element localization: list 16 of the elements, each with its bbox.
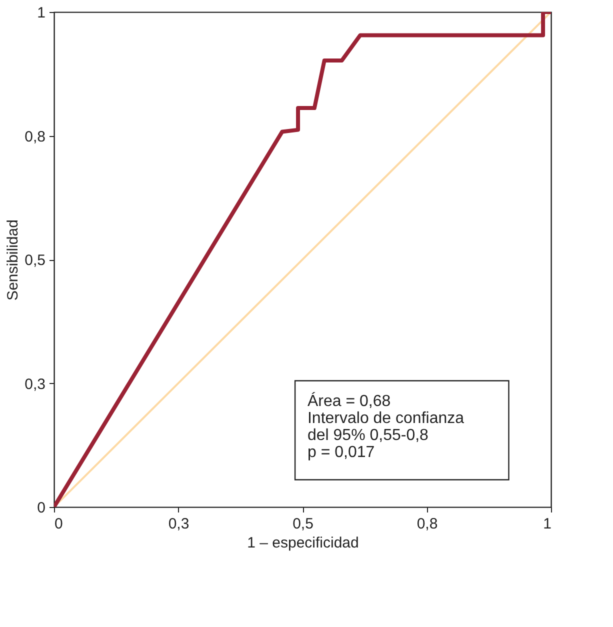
annotation: Área = 0,68	[307, 392, 391, 410]
y-tick-label: 0,3	[24, 376, 46, 393]
x-tick-label: 1	[543, 516, 552, 532]
y-tick-label: 0,8	[24, 128, 46, 146]
y-tick-label: 1	[37, 4, 46, 22]
y-tick-label: 0,5	[24, 252, 46, 269]
annotation: p = 0,017	[307, 444, 375, 462]
y-tick-label: 0	[37, 500, 46, 516]
x-tick-label: 0,3	[168, 516, 190, 532]
annotation: del 95% 0,55-0,8	[307, 427, 429, 444]
x-tick-label: 0,8	[416, 516, 438, 532]
x-tick-label: 0	[54, 516, 63, 532]
x-axis-title: 1 – especificidad	[247, 534, 359, 552]
annotation: Intervalo de confianza	[307, 410, 464, 428]
x-tick-label: 0,5	[292, 516, 314, 532]
y-axis-title: Sensibilidad	[4, 220, 22, 300]
